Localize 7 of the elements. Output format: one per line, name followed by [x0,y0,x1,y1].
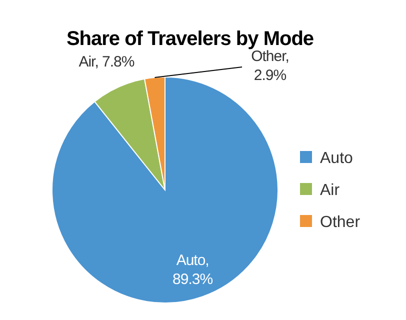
legend-label: Air [320,182,340,199]
chart-title: Share of Travelers by Mode [66,28,314,50]
legend-label: Other [320,214,361,231]
data-label: Other, 2.9% [251,48,289,84]
legend-label: Auto [320,150,354,167]
data-label: Air, 7.8% [78,53,134,70]
data-label: Auto, 89.3% [172,252,213,288]
